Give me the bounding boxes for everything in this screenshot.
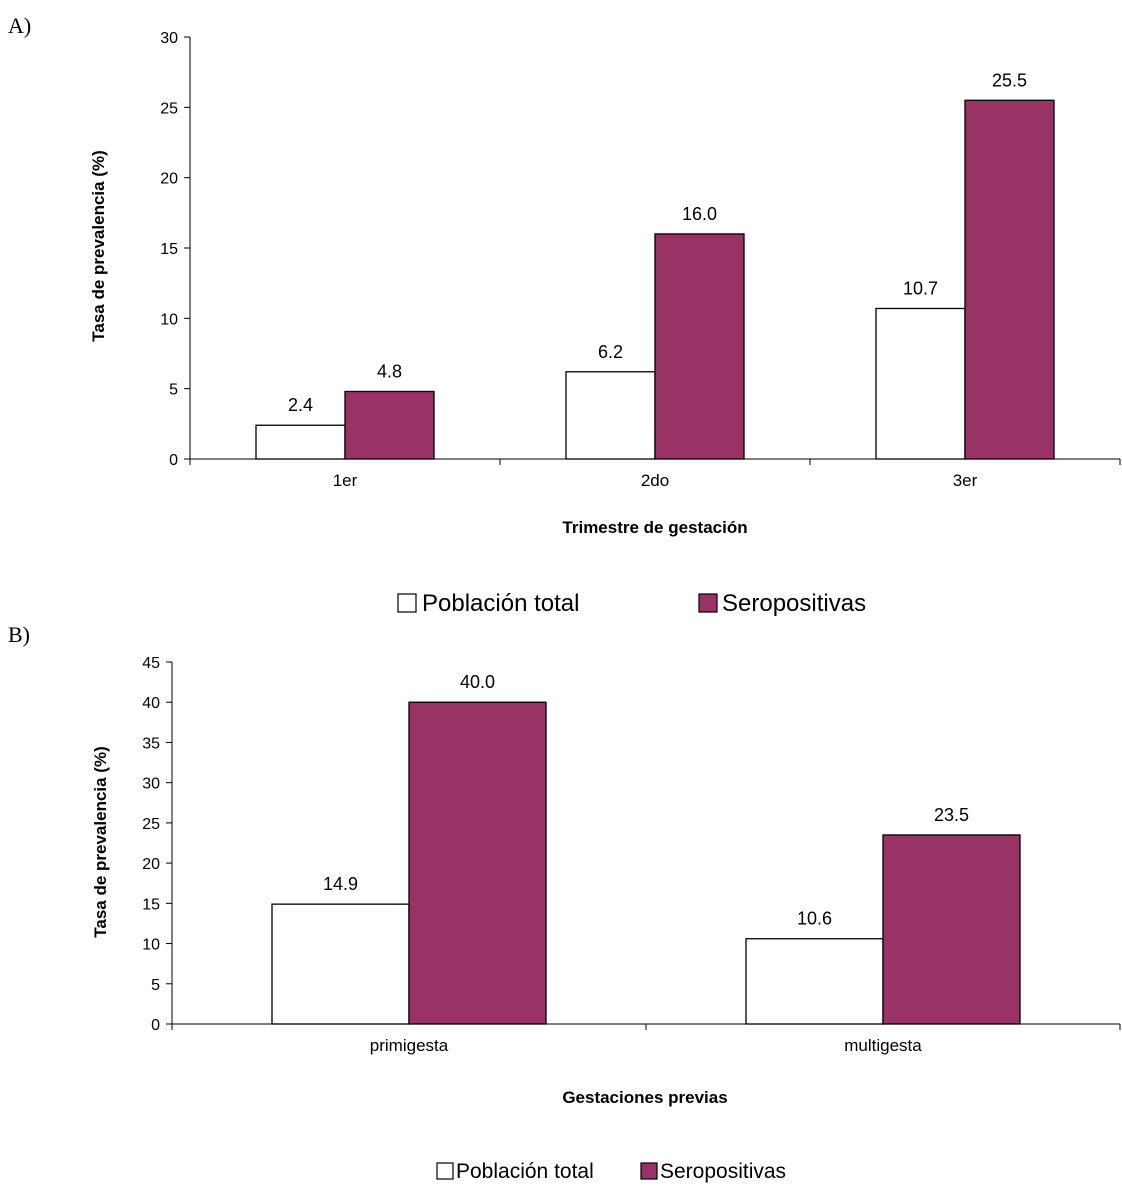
legend-a: Población total Seropositivas <box>397 590 866 617</box>
y-axis-title-b: Tasa de prevalencia (%) <box>91 746 110 938</box>
bar-seropositivas <box>344 390 435 460</box>
y-tick-label: 40 <box>142 695 160 712</box>
y-tick-label: 20 <box>142 856 160 873</box>
bar-poblacion-total <box>255 424 346 460</box>
chart-a: A) Tasa de prevalencia (%) Trimestre de … <box>8 13 1121 617</box>
y-tick-label: 15 <box>160 241 178 258</box>
y-tick-label: 0 <box>169 452 178 469</box>
legend-label-seropositivas-a: Seropositivas <box>722 590 866 617</box>
bar-poblacion-total <box>875 307 966 460</box>
x-tick-label: 3er <box>953 471 978 490</box>
x-axis-title-b: Gestaciones previas <box>562 1088 727 1107</box>
data-label: 6.2 <box>598 342 623 362</box>
legend-swatch-poblacion-total-b <box>436 1162 454 1180</box>
plot-area-a: 0 5 10 15 20 25 30 2.4 4.8 1er 6.2 16.0 2do 10.7 25.5 3… <box>160 30 1121 490</box>
bar-seropositivas <box>654 233 745 460</box>
panel-label-b: B) <box>8 622 30 647</box>
bar-seropositivas <box>882 834 1021 1025</box>
x-axis-title-a: Trimestre de gestación <box>562 518 747 537</box>
data-label: 40.0 <box>460 672 495 692</box>
legend-label-poblacion-total-a: Población total <box>422 590 579 617</box>
data-label: 2.4 <box>288 395 313 415</box>
x-tick-label: multigesta <box>844 1036 922 1055</box>
data-label: 10.7 <box>903 278 938 298</box>
y-tick-label: 35 <box>142 735 160 752</box>
data-label: 10.6 <box>797 909 832 929</box>
bar-poblacion-total <box>745 938 884 1025</box>
bar-seropositivas <box>964 99 1055 460</box>
legend-swatch-seropositivas-a <box>698 593 718 613</box>
x-tick-label: primigesta <box>370 1036 449 1055</box>
y-axis-title-a: Tasa de prevalencia (%) <box>89 150 108 342</box>
y-tick-label: 25 <box>142 816 160 833</box>
data-label: 23.5 <box>934 805 969 825</box>
legend-swatch-seropositivas-b <box>640 1162 658 1180</box>
y-tick-label: 5 <box>169 382 178 399</box>
y-tick-label: 5 <box>151 977 160 994</box>
legend-swatch-poblacion-total-a <box>397 593 417 613</box>
data-label: 14.9 <box>323 874 358 894</box>
y-tick-label: 15 <box>142 896 160 913</box>
data-label: 4.8 <box>377 361 402 381</box>
y-tick-label: 20 <box>160 171 178 188</box>
y-tick-label: 30 <box>160 30 178 47</box>
legend-b: Población total Seropositivas <box>436 1160 786 1183</box>
y-tick-label: 30 <box>142 776 160 793</box>
y-tick-label: 0 <box>151 1017 160 1034</box>
x-tick-label: 1er <box>333 471 358 490</box>
legend-label-seropositivas-b: Seropositivas <box>660 1160 786 1183</box>
data-label: 25.5 <box>992 70 1027 90</box>
plot-area-b: 0 5 10 15 20 25 30 35 40 45 14.9 40.0 primigesta 10.6… <box>142 655 1121 1055</box>
y-tick-label: 10 <box>160 311 178 328</box>
y-tick-label: 10 <box>142 937 160 954</box>
y-tick-label: 45 <box>142 655 160 672</box>
bar-seropositivas <box>408 701 547 1025</box>
y-tick-label: 25 <box>160 100 178 117</box>
legend-label-poblacion-total-b: Población total <box>456 1160 594 1183</box>
data-label: 16.0 <box>682 204 717 224</box>
bar-poblacion-total <box>565 371 656 460</box>
x-tick-label: 2do <box>641 471 669 490</box>
chart-b: B) Tasa de prevalencia (%) Gestaciones p… <box>8 622 1121 1183</box>
panel-label-a: A) <box>8 13 31 38</box>
bar-poblacion-total <box>271 903 410 1025</box>
